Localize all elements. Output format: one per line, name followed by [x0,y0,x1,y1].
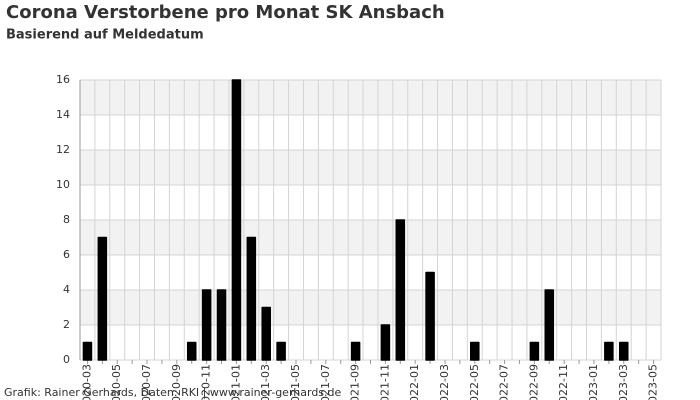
bar [380,324,391,361]
y-tick-label: 4 [63,283,70,296]
bar [529,341,540,361]
bar [97,236,108,361]
bar [350,341,361,361]
y-tick-label: 6 [63,248,70,261]
y-tick-label: 14 [56,108,70,121]
bar [246,236,257,361]
x-tick-label: 2020-09 [170,364,183,400]
footer: Grafik: Rainer Gerhards, Daten: RKI | ww… [4,386,342,399]
grid-band [80,115,661,150]
y-tick-label: 16 [56,73,70,86]
x-tick-label: 2020-03 [80,364,93,400]
bar [186,341,197,361]
x-tick-label: 2022-03 [438,364,451,400]
bar [231,79,242,361]
x-tick-label: 2022-07 [498,364,511,400]
x-tick-label: 2020-05 [110,364,123,400]
x-tick-label: 2020-11 [200,364,213,400]
x-tick-label: 2020-07 [140,364,153,400]
grid-band [80,80,661,115]
x-tick-label: 2022-01 [408,364,421,400]
bar [201,289,212,361]
x-tick-label: 2022-11 [557,364,570,400]
x-tick-label: 2022-09 [527,364,540,400]
bar [261,306,271,361]
x-tick-label: 2022-05 [468,364,481,400]
grid-band [80,150,661,185]
y-tick-label: 8 [63,213,70,226]
x-tick-label: 2021-05 [289,364,302,400]
bar [216,289,227,361]
x-tick-label: 2023-03 [617,364,630,400]
bar [544,289,555,361]
grid-band [80,220,661,255]
y-tick-label: 10 [56,178,70,191]
x-tick-label: 2023-05 [647,364,660,400]
chart-subtitle: Basierend auf Meldedatum [6,28,204,43]
x-tick-label: 2023-01 [587,364,600,400]
grid-band [80,185,661,220]
bar [618,341,629,361]
grid-band [80,325,661,360]
x-tick-label: 2021-03 [259,364,272,400]
y-tick-label: 2 [63,318,70,331]
x-tick-label: 2021-11 [378,364,391,400]
bar [604,341,614,361]
x-tick-label: 2021-01 [229,364,242,400]
x-tick-label: 2021-07 [319,364,332,400]
chart-title: Corona Verstorbene pro Monat SK Ansbach [6,2,445,23]
bar [425,271,435,361]
x-tick-label: 2021-09 [349,364,362,400]
bar [470,341,480,361]
grid-band [80,255,661,290]
bar [276,341,286,361]
bar [395,219,406,361]
y-tick-label: 12 [56,143,70,156]
y-tick-label: 0 [63,353,70,366]
grid-band [80,290,661,325]
bar [82,341,93,361]
